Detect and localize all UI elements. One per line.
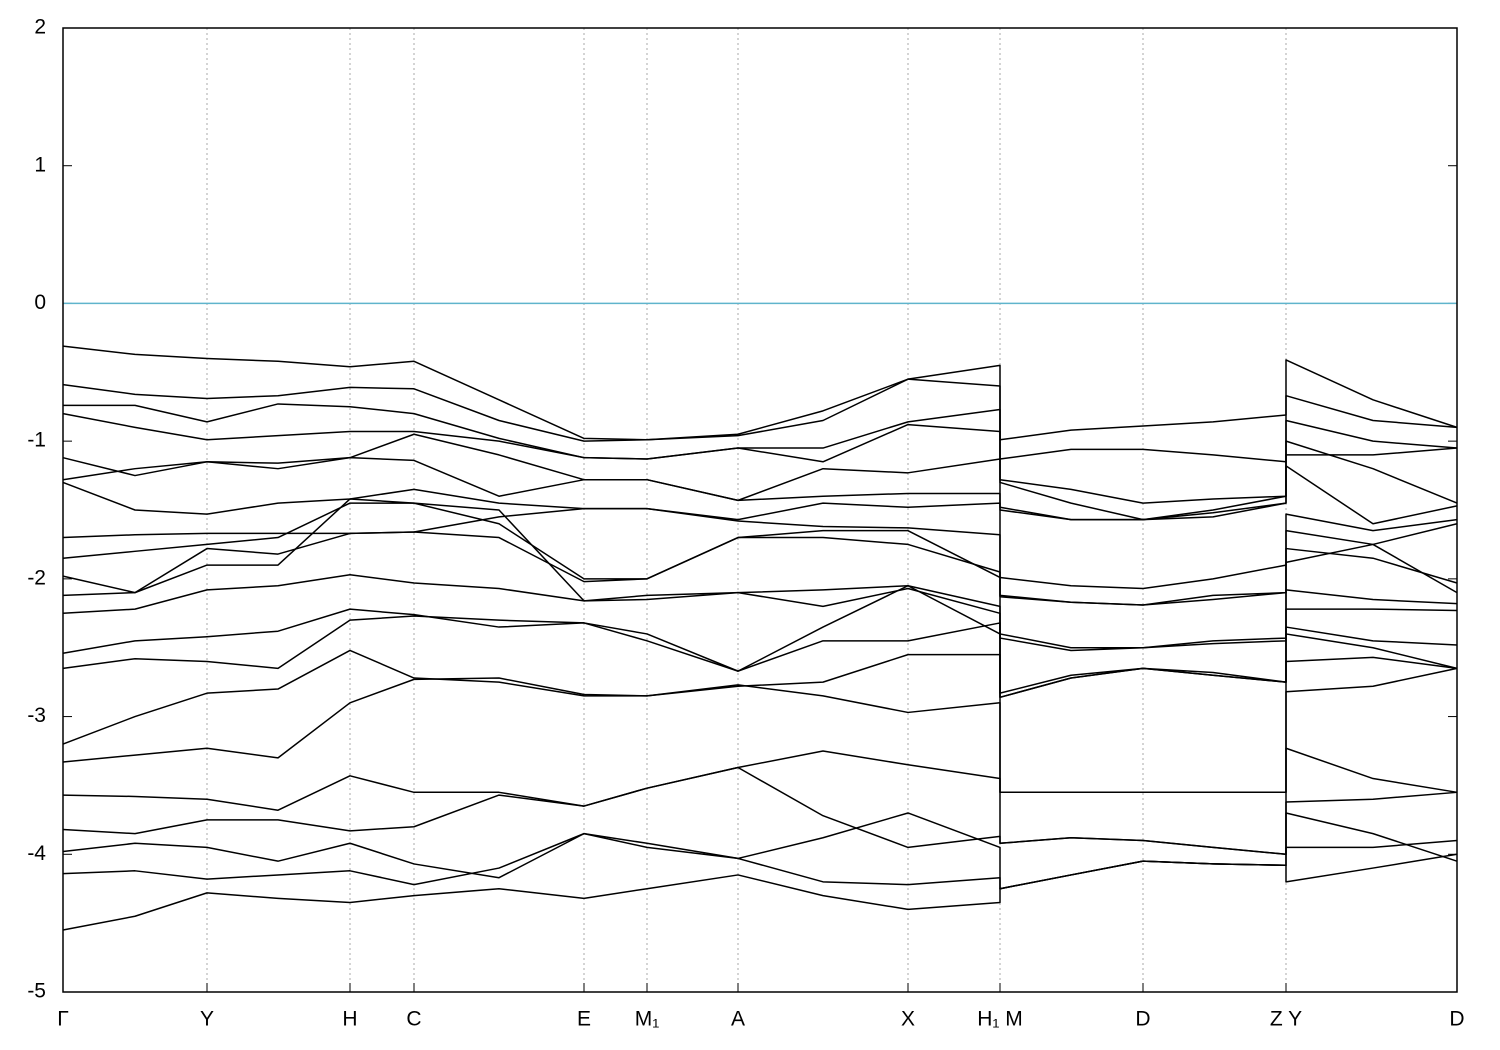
band-line <box>62 433 1458 521</box>
x-tick-label: Y <box>200 1008 214 1031</box>
x-tick-label: M₁ <box>635 1008 660 1031</box>
x-tick-label: Z Y <box>1270 1008 1302 1031</box>
x-tick-label: X <box>901 1008 915 1031</box>
band-line <box>62 378 1458 463</box>
band-line <box>62 502 1458 606</box>
band-line <box>62 584 1458 699</box>
band-line <box>62 649 1458 794</box>
band-line <box>63 403 1458 504</box>
y-tick-label: -1 <box>27 429 46 452</box>
band-line <box>62 853 1458 931</box>
band-line <box>62 766 1458 856</box>
y-tick-label: -5 <box>27 980 46 1003</box>
band-line <box>62 529 1458 649</box>
y-tick-label: 2 <box>34 16 46 39</box>
band-line <box>62 747 1458 856</box>
band-line <box>62 412 1458 521</box>
y-tick-label: -2 <box>27 566 46 589</box>
y-tick-label: 1 <box>34 153 46 176</box>
band-line <box>62 456 1458 525</box>
x-tick-label: H <box>342 1008 357 1031</box>
x-tick-label: C <box>406 1008 421 1031</box>
band-line <box>62 498 1458 652</box>
x-tick-label: A <box>731 1008 745 1031</box>
y-tick-label: -3 <box>27 704 46 727</box>
band-line <box>62 481 1458 590</box>
band-line <box>62 345 1458 441</box>
y-tick-label: 0 <box>34 291 46 314</box>
plot-frame <box>62 27 1458 993</box>
band-line <box>62 507 1458 606</box>
x-tick-label: H₁ M <box>977 1008 1023 1031</box>
band-line <box>62 608 1458 699</box>
x-tick-label: D <box>1135 1008 1150 1031</box>
x-tick-label: E <box>577 1008 591 1031</box>
band-line <box>62 573 1458 694</box>
x-tick-label: D <box>1449 1008 1464 1031</box>
band-line <box>62 667 1458 794</box>
x-tick-label: Γ <box>57 1008 69 1031</box>
y-tick-label: -4 <box>27 842 46 865</box>
